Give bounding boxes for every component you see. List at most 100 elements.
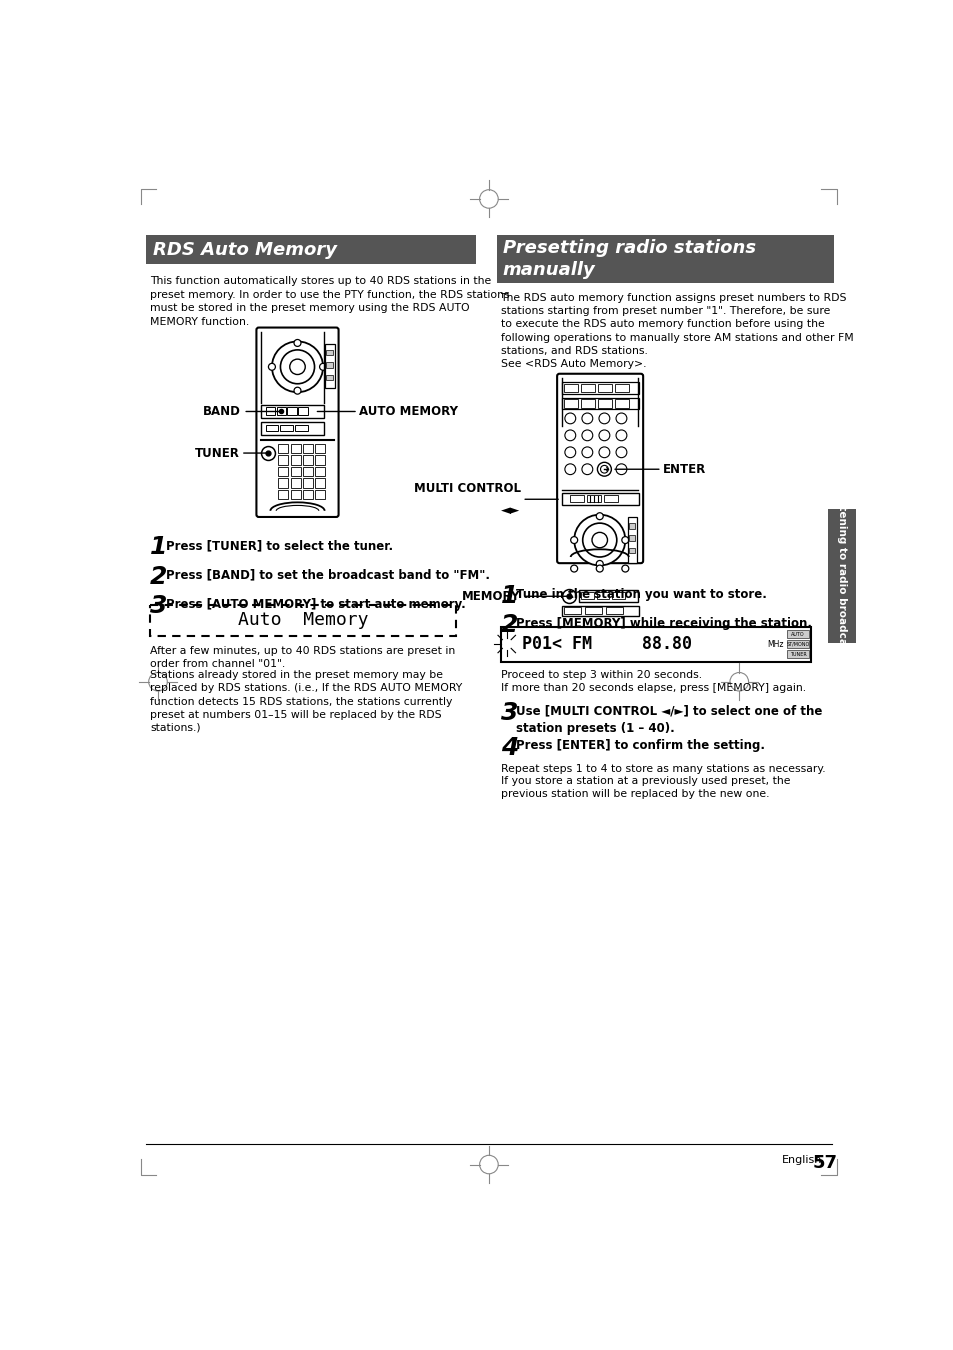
Bar	[303, 444, 313, 454]
Circle shape	[290, 359, 305, 374]
Circle shape	[570, 566, 578, 572]
Circle shape	[598, 413, 609, 424]
Text: Press [BAND] to set the broadcast band to "FM".: Press [BAND] to set the broadcast band t…	[166, 568, 489, 582]
Bar	[326, 350, 333, 355]
Text: If you store a station at a previously used preset, the
previous station will be: If you store a station at a previously u…	[500, 776, 789, 799]
Text: 4: 4	[500, 736, 517, 760]
Bar	[278, 478, 288, 487]
Text: Repeat steps 1 to 4 to store as many stations as necessary.: Repeat steps 1 to 4 to store as many sta…	[500, 764, 824, 774]
Circle shape	[268, 363, 275, 370]
Bar	[570, 495, 583, 502]
Bar	[561, 398, 638, 409]
Bar	[615, 383, 629, 393]
Circle shape	[564, 413, 575, 424]
Text: 1: 1	[500, 585, 517, 608]
Bar	[561, 382, 638, 394]
Text: Press [AUTO MEMORY] to start auto memory.: Press [AUTO MEMORY] to start auto memory…	[166, 598, 465, 610]
Circle shape	[616, 464, 626, 475]
Bar	[604, 495, 618, 502]
Text: Use [MULTI CONTROL ◄/►] to select one of the
station presets (1 – 40).: Use [MULTI CONTROL ◄/►] to select one of…	[516, 705, 821, 734]
Bar	[261, 423, 323, 435]
Bar	[497, 235, 833, 284]
Circle shape	[616, 429, 626, 440]
Text: Stations already stored in the preset memory may be
replaced by RDS stations. (i: Stations already stored in the preset me…	[150, 670, 462, 733]
Text: AUTO: AUTO	[790, 632, 804, 636]
Bar	[280, 424, 293, 432]
Bar	[561, 493, 638, 505]
Circle shape	[598, 464, 609, 475]
Text: After a few minutes, up to 40 RDS stations are preset in
order from channel "01": After a few minutes, up to 40 RDS statio…	[150, 645, 455, 668]
Circle shape	[574, 514, 624, 566]
Text: 2: 2	[500, 613, 517, 637]
Bar	[786, 640, 808, 648]
Text: BAND: BAND	[203, 405, 241, 418]
Text: ENTER: ENTER	[662, 463, 706, 475]
Text: This function automatically stores up to 40 RDS stations in the
preset memory. I: This function automatically stores up to…	[150, 275, 509, 327]
FancyBboxPatch shape	[256, 328, 338, 517]
Text: 3: 3	[150, 594, 168, 618]
Bar	[578, 590, 638, 602]
Text: MULTI CONTROL: MULTI CONTROL	[414, 482, 520, 495]
Bar	[146, 235, 476, 265]
Text: TUNER: TUNER	[194, 447, 239, 459]
Bar	[563, 383, 578, 393]
Circle shape	[598, 429, 609, 440]
Bar	[278, 490, 288, 500]
Bar	[587, 495, 600, 502]
Bar	[324, 344, 335, 389]
Text: P01< FM     88.80: P01< FM 88.80	[521, 634, 692, 653]
Text: The RDS auto memory function assigns preset numbers to RDS
stations starting fro: The RDS auto memory function assigns pre…	[500, 293, 852, 369]
Circle shape	[597, 462, 611, 477]
Text: Press [TUNER] to select the tuner.: Press [TUNER] to select the tuner.	[166, 539, 393, 552]
Circle shape	[272, 342, 323, 393]
Circle shape	[581, 429, 592, 440]
Bar	[294, 424, 307, 432]
Text: 57: 57	[812, 1154, 837, 1172]
Text: English: English	[781, 1156, 821, 1165]
Circle shape	[616, 447, 626, 458]
Bar	[580, 383, 595, 393]
Circle shape	[596, 566, 602, 572]
Text: ST/MONO: ST/MONO	[785, 641, 809, 647]
Text: Auto  Memory: Auto Memory	[237, 612, 368, 629]
Circle shape	[294, 387, 301, 394]
Bar	[629, 536, 635, 541]
Bar	[150, 605, 456, 636]
Bar	[315, 467, 325, 477]
Circle shape	[621, 566, 628, 572]
Circle shape	[596, 560, 602, 567]
Circle shape	[294, 339, 301, 347]
Bar	[786, 630, 808, 637]
Circle shape	[581, 413, 592, 424]
Bar	[561, 606, 638, 617]
Bar	[563, 400, 578, 408]
Text: ◄►: ◄►	[501, 504, 520, 517]
Bar	[291, 444, 300, 454]
Circle shape	[564, 464, 575, 475]
Circle shape	[564, 447, 575, 458]
Text: 2: 2	[150, 564, 168, 589]
Circle shape	[621, 536, 628, 544]
Circle shape	[319, 363, 326, 370]
Bar	[615, 400, 629, 408]
Bar	[303, 478, 313, 487]
Text: Tune in the station you want to store.: Tune in the station you want to store.	[516, 587, 766, 601]
Bar	[584, 608, 601, 614]
Circle shape	[582, 524, 617, 558]
Text: Press [ENTER] to confirm the setting.: Press [ENTER] to confirm the setting.	[516, 740, 764, 752]
Bar	[326, 362, 333, 367]
Text: 3: 3	[500, 701, 517, 725]
Bar	[629, 548, 635, 554]
Bar	[291, 455, 300, 464]
Bar	[291, 467, 300, 477]
Circle shape	[616, 413, 626, 424]
Bar	[303, 455, 313, 464]
Bar	[580, 400, 595, 408]
Text: 1: 1	[150, 536, 168, 559]
Bar	[287, 406, 296, 416]
Circle shape	[581, 447, 592, 458]
Bar	[580, 593, 593, 599]
Circle shape	[280, 350, 314, 383]
Bar	[563, 608, 580, 614]
Text: Press [MEMORY] while receiving the station.: Press [MEMORY] while receiving the stati…	[516, 617, 811, 630]
